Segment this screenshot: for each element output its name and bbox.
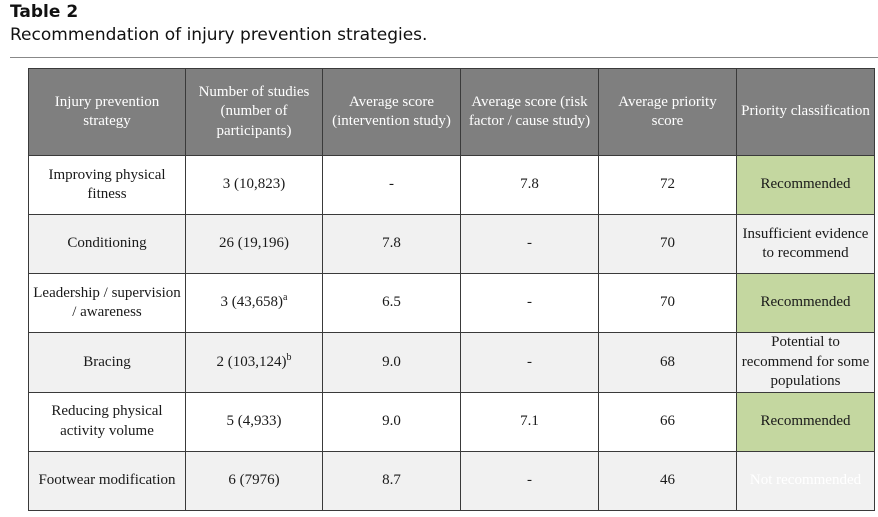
caption-divider xyxy=(10,57,878,58)
intervention-score-cell: 9.0 xyxy=(322,391,461,452)
studies-cell: 26 (19,196) xyxy=(185,214,323,274)
strategy-cell: Reducing physical activity volume xyxy=(28,391,186,452)
intervention-score-cell: 8.7 xyxy=(322,450,461,511)
intervention-score-cell: 7.8 xyxy=(322,214,461,274)
studies-value: 5 (4,933) xyxy=(226,412,282,429)
studies-value: 3 (10,823) xyxy=(222,176,286,193)
priority-score-cell: 66 xyxy=(598,391,737,452)
header-number-of-studies: Number of studies (number of participant… xyxy=(185,68,323,156)
classification-cell: Recommended xyxy=(736,273,875,333)
table-row: Footwear modification 6 (7976) 8.7 - 46 … xyxy=(28,450,875,511)
table-row: Reducing physical activity volume 5 (4,9… xyxy=(28,391,875,452)
studies-cell: 2 (103,124)b xyxy=(185,332,323,393)
classification-cell: Potential to recommend for some populati… xyxy=(736,332,875,393)
priority-score-cell: 70 xyxy=(598,273,737,333)
table-row: Leadership / supervision / awareness 3 (… xyxy=(28,273,875,333)
studies-cell: 3 (10,823) xyxy=(185,155,323,215)
studies-value: 2 (103,124) xyxy=(216,353,287,370)
risk-score-cell: - xyxy=(460,214,599,274)
intervention-score-cell: 9.0 xyxy=(322,332,461,393)
header-row: Injury prevention strategy Number of stu… xyxy=(28,68,875,156)
classification-cell: Insufficient evidence to recommend xyxy=(736,214,875,274)
classification-cell: Recommended xyxy=(736,155,875,215)
strategy-cell: Footwear modification xyxy=(28,450,186,511)
priority-score-cell: 68 xyxy=(598,332,737,393)
header-intervention-score: Average score (intervention study) xyxy=(322,68,461,156)
table-row: Bracing 2 (103,124)b 9.0 - 68 Potential … xyxy=(28,332,875,393)
footnote-marker: a xyxy=(283,292,288,304)
studies-value: 6 (7976) xyxy=(228,471,280,488)
priority-score-cell: 46 xyxy=(598,450,737,511)
table-label: Table 2 xyxy=(10,2,79,22)
risk-score-cell: - xyxy=(460,332,599,393)
intervention-score-cell: - xyxy=(322,155,461,215)
classification-cell: Recommended xyxy=(736,391,875,452)
priority-score-cell: 70 xyxy=(598,214,737,274)
header-priority-score: Average priority score xyxy=(598,68,737,156)
risk-score-cell: - xyxy=(460,273,599,333)
strategy-cell: Improving physical fitness xyxy=(28,155,186,215)
strategy-cell: Conditioning xyxy=(28,214,186,274)
risk-score-cell: 7.1 xyxy=(460,391,599,452)
footnote-marker: b xyxy=(286,351,292,363)
header-priority-classification: Priority classification xyxy=(736,68,875,156)
studies-value: 26 (19,196) xyxy=(219,235,289,252)
risk-score-cell: 7.8 xyxy=(460,155,599,215)
studies-cell: 6 (7976) xyxy=(185,450,323,511)
priority-score-cell: 72 xyxy=(598,155,737,215)
studies-cell: 3 (43,658)a xyxy=(185,273,323,333)
table-row: Improving physical fitness 3 (10,823) - … xyxy=(28,155,875,215)
studies-cell: 5 (4,933) xyxy=(185,391,323,452)
table-row: Conditioning 26 (19,196) 7.8 - 70 Insuff… xyxy=(28,214,875,274)
classification-cell: Not recommended xyxy=(736,450,875,511)
strategy-cell: Leadership / supervision / awareness xyxy=(28,273,186,333)
injury-prevention-table: Injury prevention strategy Number of stu… xyxy=(28,68,875,511)
intervention-score-cell: 6.5 xyxy=(322,273,461,333)
table-title: Recommendation of injury prevention stra… xyxy=(10,25,428,45)
header-risk-factor-score: Average score (risk factor / cause study… xyxy=(460,68,599,156)
risk-score-cell: - xyxy=(460,450,599,511)
studies-value: 3 (43,658) xyxy=(220,294,284,311)
strategy-cell: Bracing xyxy=(28,332,186,393)
header-strategy: Injury prevention strategy xyxy=(28,68,186,156)
